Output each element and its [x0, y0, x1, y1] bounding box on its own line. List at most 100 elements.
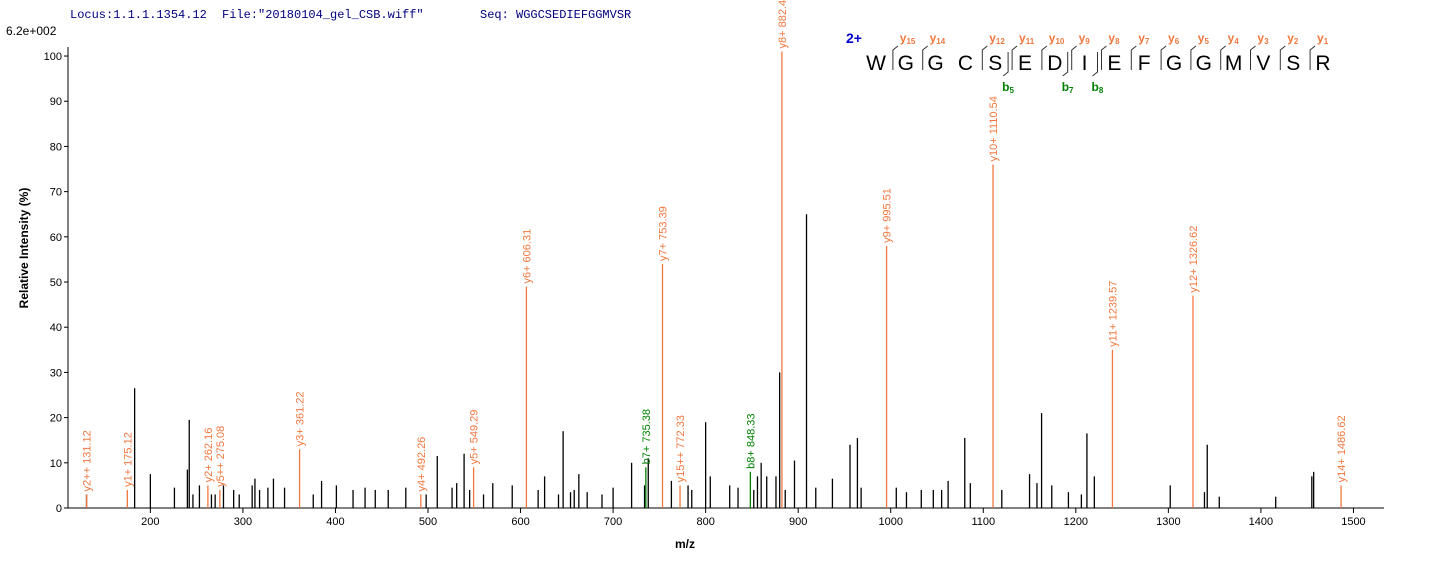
y-ion-bracket [1011, 45, 1018, 70]
y-ion-bracket [1279, 45, 1286, 70]
y-ion-number: 11 [1026, 37, 1035, 46]
y-tick-label: 70 [50, 187, 62, 199]
y-ion-label: y12 [989, 31, 1005, 46]
x-tick-label: 1200 [1064, 516, 1088, 528]
y-ion-bracket [1220, 45, 1227, 70]
b-ion-letter: b [1062, 80, 1069, 94]
y-ion-number: 9 [1085, 37, 1090, 46]
y-ion-label: y3 [1257, 31, 1269, 46]
x-axis-label: m/z [675, 537, 695, 551]
y-ion-number: 3 [1264, 37, 1269, 46]
x-tick-label: 500 [419, 516, 437, 528]
peak-label: b7+ 735.38 [641, 409, 653, 464]
x-tick-label: 1100 [971, 516, 995, 528]
x-tick-label: 1400 [1249, 516, 1273, 528]
x-tick-label: 1000 [878, 516, 902, 528]
y-ion-label: y11 [1019, 31, 1035, 46]
y-ion-bracket [1190, 45, 1197, 70]
x-tick-label: 600 [511, 516, 529, 528]
y-tick-label: 80 [50, 141, 62, 153]
y-ion-letter: y [1228, 31, 1235, 45]
y-ion-bracket [1250, 45, 1256, 70]
b-ion-letter: b [1092, 80, 1099, 94]
residue: G [927, 52, 943, 75]
x-tick-label: 900 [789, 516, 807, 528]
peak-label: y10+ 1110.54 [988, 96, 1000, 161]
b-ion-number: 7 [1069, 86, 1074, 95]
y-ion-bracket [1160, 45, 1167, 70]
y-ion-letter: y [1198, 31, 1205, 45]
b-ion-label: b7 [1062, 80, 1074, 95]
header-seq: Seq: WGGCSEDIEFGGMVSR [480, 8, 631, 22]
residue: S [1286, 52, 1300, 75]
y-ion-bracket [1041, 45, 1048, 70]
y-ion-bracket [922, 45, 929, 70]
x-tick-label: 1500 [1341, 516, 1365, 528]
peak-label: y8+ 882.43 [777, 0, 789, 49]
residue: C [958, 52, 973, 75]
x-tick-label: 1300 [1156, 516, 1180, 528]
b-ion-bracket [1062, 52, 1069, 77]
y-ion-letter: y [1287, 31, 1294, 45]
y-ion-label: y7 [1138, 31, 1150, 46]
y-ion-letter: y [1079, 31, 1086, 45]
y-ion-label: y4 [1228, 31, 1240, 46]
residue: E [1107, 52, 1121, 75]
y-ion-bracket [892, 45, 899, 70]
b-ion-number: 5 [1009, 86, 1014, 95]
y-ion-label: y6 [1168, 31, 1180, 46]
residue: R [1315, 52, 1330, 75]
y-ion-label: y5 [1198, 31, 1210, 46]
y-tick-label: 10 [50, 458, 62, 470]
y-ion-bracket [1071, 45, 1078, 70]
residue: V [1256, 52, 1270, 75]
y-tick-label: 100 [44, 51, 62, 63]
charge: 2+ [846, 30, 862, 46]
y-ion-number: 14 [936, 37, 945, 46]
y-ion-number: 7 [1145, 37, 1150, 46]
y-ion-bracket [1309, 45, 1316, 70]
y-ion-number: 1 [1324, 37, 1329, 46]
y-axis-label: Relative Intensity (%) [17, 188, 31, 309]
y-ion-number: 12 [996, 37, 1005, 46]
y-ion-label: y15 [900, 31, 916, 46]
residue: I [1082, 52, 1088, 75]
y-ion-number: 8 [1115, 37, 1120, 46]
y-ion-number: 4 [1234, 37, 1239, 46]
y-tick-label: 20 [50, 413, 62, 425]
peak-label: y2+ 262.16 [203, 428, 215, 483]
y-tick-label: 30 [50, 367, 62, 379]
peak-label: y11+ 1239.57 [1107, 281, 1119, 347]
peak-label: y9+ 995.51 [882, 188, 894, 243]
y-ion-letter: y [1108, 31, 1115, 45]
y-tick-label: 60 [50, 232, 62, 244]
y-ion-letter: y [1168, 31, 1175, 45]
y-ion-label: y1 [1317, 31, 1329, 46]
y-tick-label: 90 [50, 96, 62, 108]
y-ion-label: y14 [930, 31, 946, 46]
y-ion-number: 2 [1294, 37, 1299, 46]
y-tick-label: 40 [50, 322, 62, 334]
y-ion-letter: y [1049, 31, 1056, 45]
residue: E [1018, 52, 1032, 75]
residue: W [866, 52, 886, 75]
b-ion-label: b8 [1092, 80, 1104, 95]
header-locus: Locus:1.1.1.1354.12 [70, 8, 207, 22]
b-ion-bracket [1092, 52, 1098, 77]
peak-label: y14+ 1486.62 [1336, 415, 1348, 482]
residue: G [898, 52, 914, 75]
peak-label: y1+ 175.12 [122, 432, 134, 487]
residue: S [988, 52, 1002, 75]
y-ion-label: y8 [1108, 31, 1120, 46]
y-ion-number: 15 [906, 37, 915, 46]
residue: D [1047, 52, 1062, 75]
residue: M [1225, 52, 1243, 75]
residue: F [1138, 52, 1151, 75]
peak-label: y5++ 275.08 [215, 426, 227, 487]
b-ion-bracket [1002, 52, 1009, 77]
peak-label: y6+ 606.31 [521, 229, 533, 284]
y-ion-letter: y [1317, 31, 1324, 45]
header-file: File:"20180104_gel_CSB.wiff" [222, 8, 424, 22]
peak-label: y15++ 772.33 [675, 415, 687, 482]
